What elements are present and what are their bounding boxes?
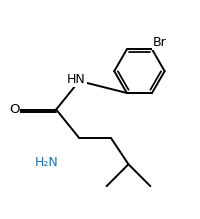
Text: HN: HN xyxy=(67,73,86,87)
Text: O: O xyxy=(9,103,19,116)
Text: H₂N: H₂N xyxy=(34,155,58,169)
Text: Br: Br xyxy=(153,36,167,49)
